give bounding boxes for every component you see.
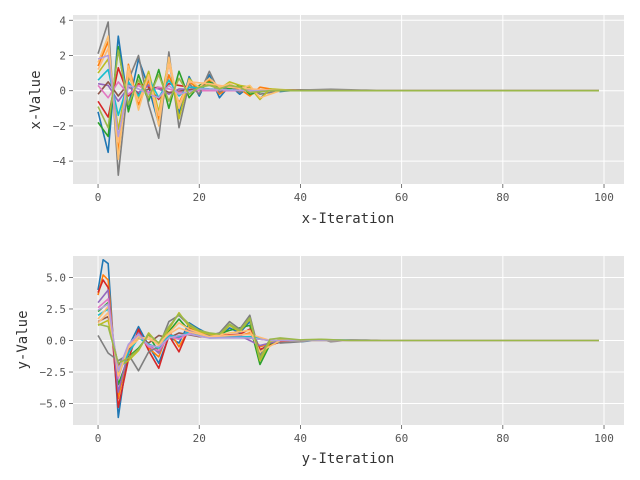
y-value-ytick-label: 5.0 [46, 271, 66, 284]
x-value-series-line-14 [97, 49, 599, 129]
y-value-ytick-label: −5.0 [40, 398, 67, 411]
y-value-xlabel: y-Iteration [302, 451, 395, 467]
x-value-xtick-label: 60 [395, 191, 408, 204]
y-value-ytick-label: −2.5 [40, 366, 67, 379]
x-value-plot-series [97, 21, 599, 176]
x-value-xtick-label: 80 [496, 191, 509, 204]
y-value-xtick-label: 40 [294, 432, 307, 445]
y-value-plot-series [97, 258, 599, 419]
y-value-xtick-label: 20 [193, 432, 206, 445]
y-value-plot-ticks: 0 20 40 60 80 100 −5.0 −2.5 0.0 2.5 5.0 [40, 271, 614, 445]
y-value-plot: 0 20 40 60 80 100 −5.0 −2.5 0.0 2.5 5.0 y-Iteratio… [15, 256, 624, 467]
x-value-ytick-label: −4 [53, 155, 67, 168]
x-value-xlabel: x-Iteration [302, 211, 395, 227]
y-value-ytick-label: 0.0 [46, 335, 66, 348]
y-value-xtick-label: 0 [95, 432, 102, 445]
x-value-ytick-label: 4 [59, 14, 66, 27]
x-value-xtick-label: 20 [193, 191, 206, 204]
x-value-xtick-label: 40 [294, 191, 307, 204]
y-value-xtick-label: 80 [496, 432, 509, 445]
y-value-series-line-14 [97, 313, 599, 365]
y-value-ytick-label: 2.5 [46, 303, 66, 316]
y-value-xtick-label: 60 [395, 432, 408, 445]
x-value-plot-ticks: 0 20 40 60 80 100 −4 −2 0 2 4 [53, 14, 614, 204]
x-value-plot: 0 20 40 60 80 100 −4 −2 0 2 4 x-Iteration x-Value [28, 14, 624, 227]
x-value-ytick-label: 2 [59, 49, 66, 62]
x-value-ytick-label: −2 [53, 120, 66, 133]
x-value-ytick-label: 0 [59, 85, 66, 98]
y-value-xtick-label: 100 [594, 432, 614, 445]
y-value-ylabel: y-Value [15, 310, 31, 369]
x-value-xtick-label: 100 [594, 191, 614, 204]
x-value-xtick-label: 0 [95, 191, 102, 204]
x-value-plot-background [73, 15, 624, 184]
x-value-ylabel: x-Value [28, 70, 44, 129]
